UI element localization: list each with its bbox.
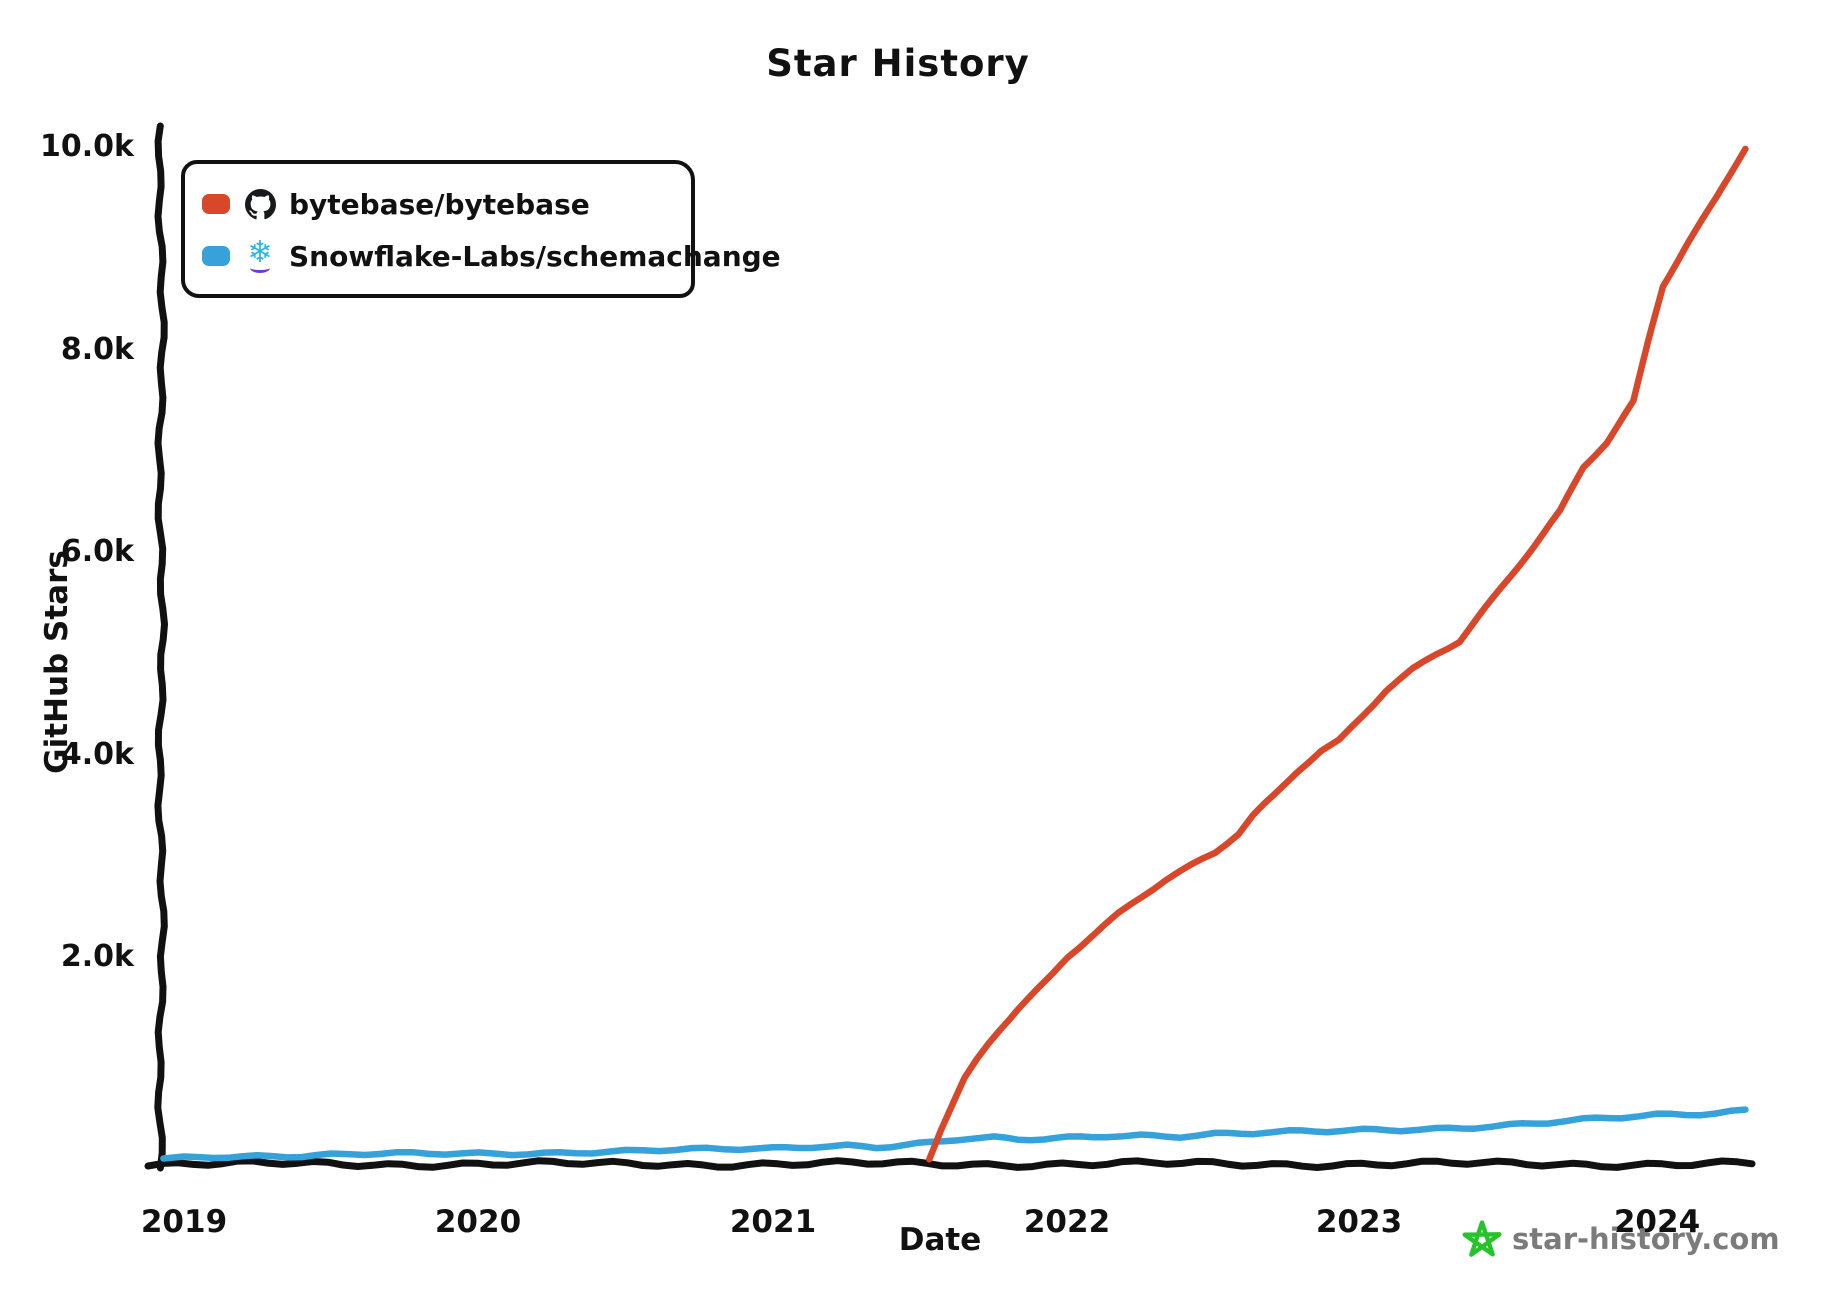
bytebase-color-swatch (202, 194, 230, 214)
snowflake-icon: ❄ (244, 237, 276, 273)
legend: bytebase/bytebase ❄ Snowflake-Labs/schem… (181, 160, 781, 298)
github-octocat-icon (244, 188, 276, 220)
y-tick-6k: 6.0k (60, 534, 134, 569)
chart-title: Star History (766, 42, 1030, 85)
y-tick-4k: 4.0k (60, 737, 134, 772)
bytebase-line (926, 145, 1749, 1163)
x-tick-2021: 2021 (729, 1204, 817, 1240)
legend-label-schemachange: Snowflake-Labs/schemachange (289, 239, 781, 273)
x-tick-2020: 2020 (434, 1204, 522, 1240)
x-tick-2023: 2023 (1315, 1204, 1403, 1240)
star-logo-icon (1462, 1220, 1502, 1257)
legend-label-bytebase: bytebase/bytebase (289, 187, 590, 221)
y-axis-label: GitHub Stars (39, 550, 75, 774)
watermark-site-text[interactable]: star-history.com (1512, 1222, 1780, 1256)
schemachange-color-swatch (202, 246, 230, 266)
x-tick-2022: 2022 (1023, 1204, 1111, 1240)
schemachange-line (160, 1106, 1749, 1162)
x-axis-label: Date (898, 1222, 982, 1258)
watermark[interactable]: star-history.com (1462, 1218, 1780, 1260)
y-tick-10k: 10.0k (40, 129, 134, 164)
legend-item-bytebase: bytebase/bytebase (201, 178, 675, 230)
x-axis (144, 1157, 1756, 1171)
y-tick-8k: 8.0k (60, 332, 134, 367)
snowflake-arc (250, 263, 270, 273)
y-axis (154, 122, 168, 1172)
legend-item-schemachange: ❄ Snowflake-Labs/schemachange (201, 230, 781, 282)
x-tick-2024: 2024 (1613, 1204, 1701, 1240)
x-tick-2019: 2019 (140, 1204, 228, 1240)
y-tick-2k: 2.0k (60, 939, 134, 974)
